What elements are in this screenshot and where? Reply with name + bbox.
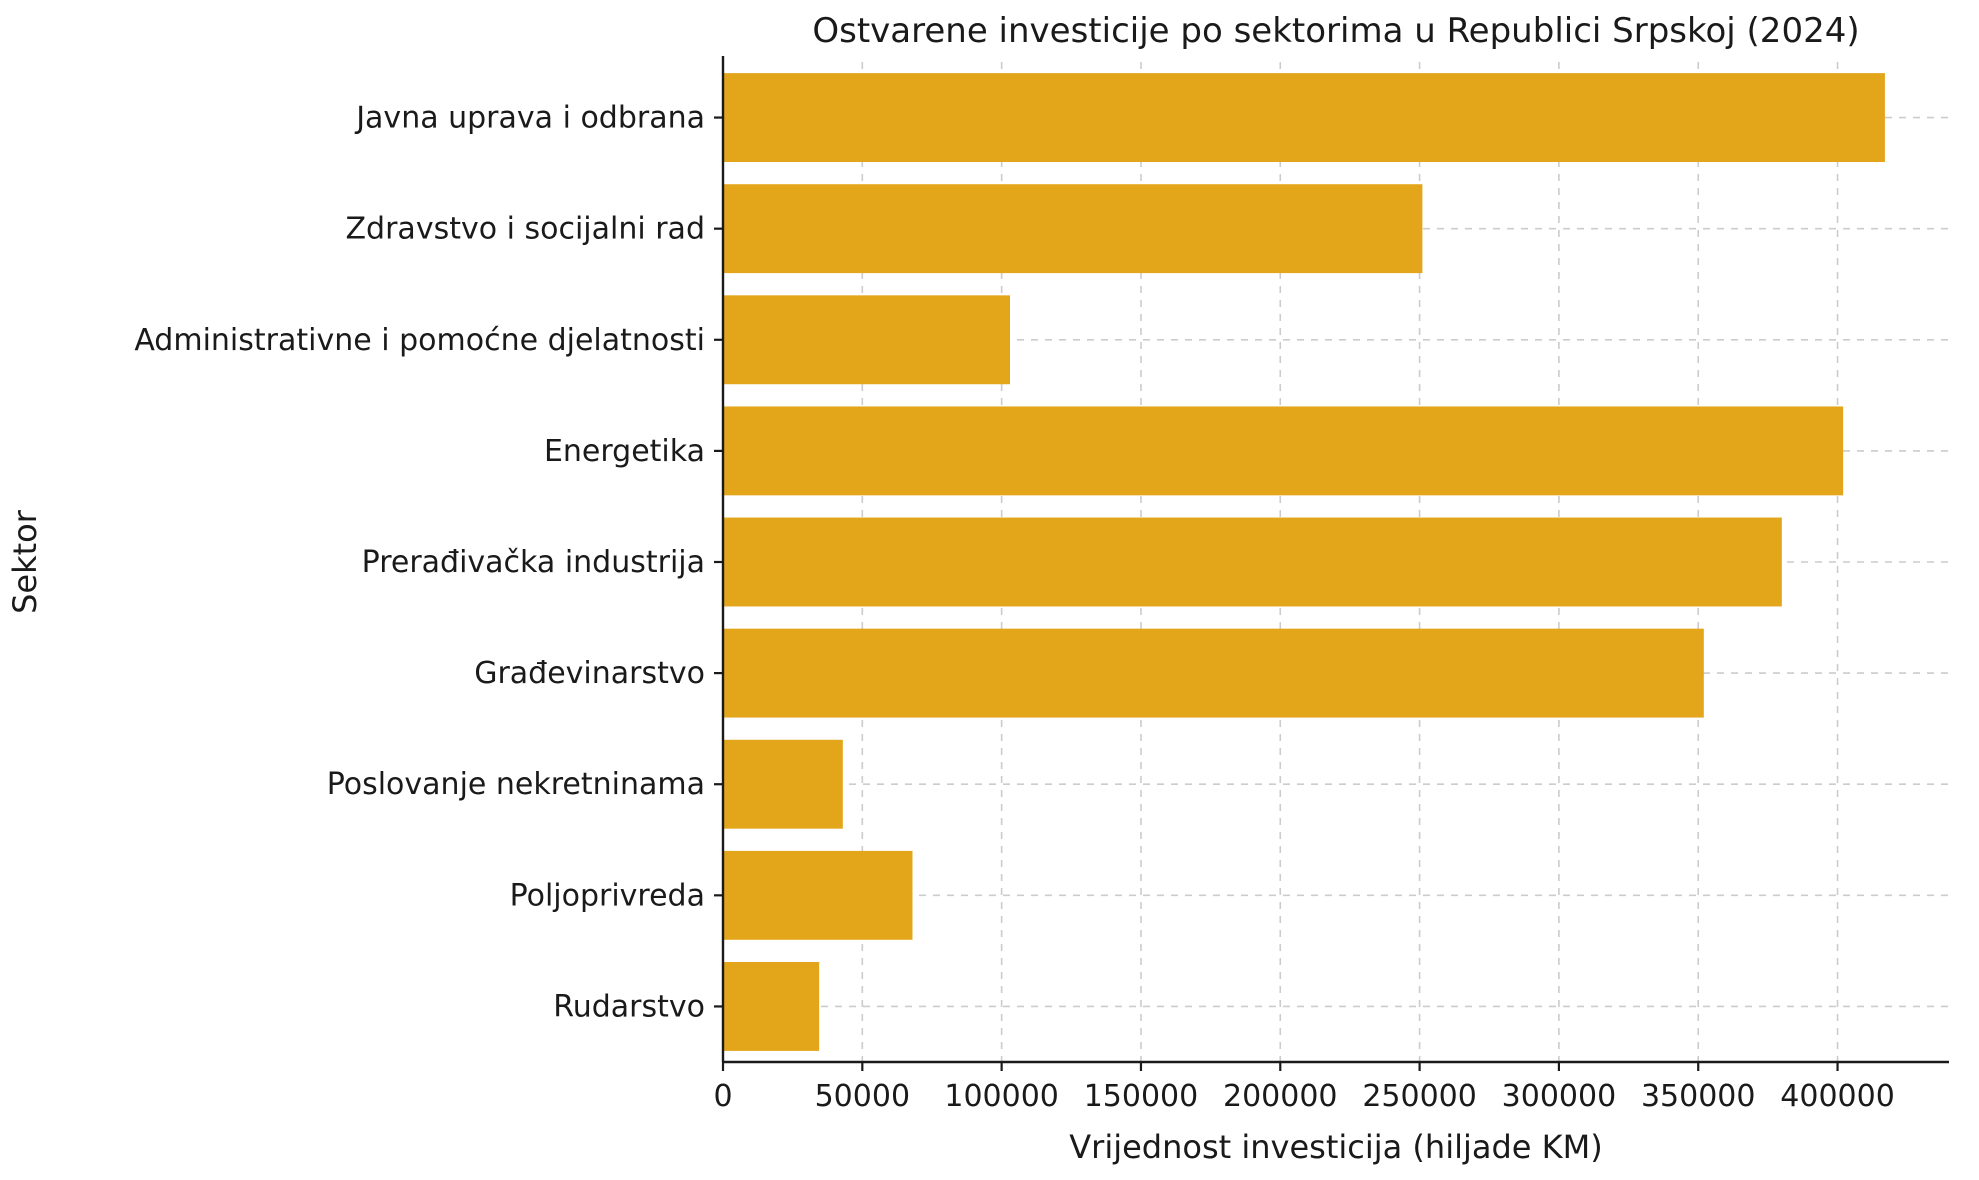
bar xyxy=(723,73,1885,162)
x-tick-label: 100000 xyxy=(944,1079,1059,1114)
y-axis-label: Sektor xyxy=(6,509,44,614)
x-axis-label: Vrijednost investicija (hiljade KM) xyxy=(1069,1128,1602,1166)
category-label: Javna uprava i odbrana xyxy=(354,101,705,136)
x-tick-label: 400000 xyxy=(1780,1079,1895,1114)
x-tick-label: 300000 xyxy=(1502,1079,1617,1114)
bar xyxy=(723,739,843,829)
chart-title: Ostvarene investicije po sektorima u Rep… xyxy=(812,11,1859,51)
x-tick-label: 200000 xyxy=(1223,1079,1338,1114)
category-label: Poslovanje nekretninama xyxy=(327,767,705,802)
bar xyxy=(723,184,1423,274)
bar xyxy=(723,406,1844,496)
x-tick-label: 250000 xyxy=(1362,1079,1477,1114)
x-tick-label: 0 xyxy=(713,1079,732,1114)
bar xyxy=(723,850,913,940)
bar xyxy=(723,517,1782,607)
x-tick-label: 50000 xyxy=(815,1079,910,1114)
bar xyxy=(723,962,820,1051)
category-label: Zdravstvo i socijalni rad xyxy=(346,212,706,247)
x-tick-label: 150000 xyxy=(1084,1079,1199,1114)
x-tick-label: 350000 xyxy=(1641,1079,1756,1114)
category-label: Energetika xyxy=(544,434,705,469)
bar xyxy=(723,628,1704,718)
category-label: Prerađivačka industrija xyxy=(362,545,705,580)
bar xyxy=(723,295,1010,385)
category-label: Poljoprivreda xyxy=(510,878,705,913)
labels-layer: 0 50000 100000 150000 200000 250000 300000 3500… xyxy=(134,101,1894,1114)
category-label: Administrativne i pomoćne djelatnosti xyxy=(134,323,705,358)
axes-layer xyxy=(714,56,1949,1071)
category-label: Građevinarstvo xyxy=(474,656,705,691)
category-label: Rudarstvo xyxy=(553,989,705,1024)
bars-layer xyxy=(723,73,1885,1051)
